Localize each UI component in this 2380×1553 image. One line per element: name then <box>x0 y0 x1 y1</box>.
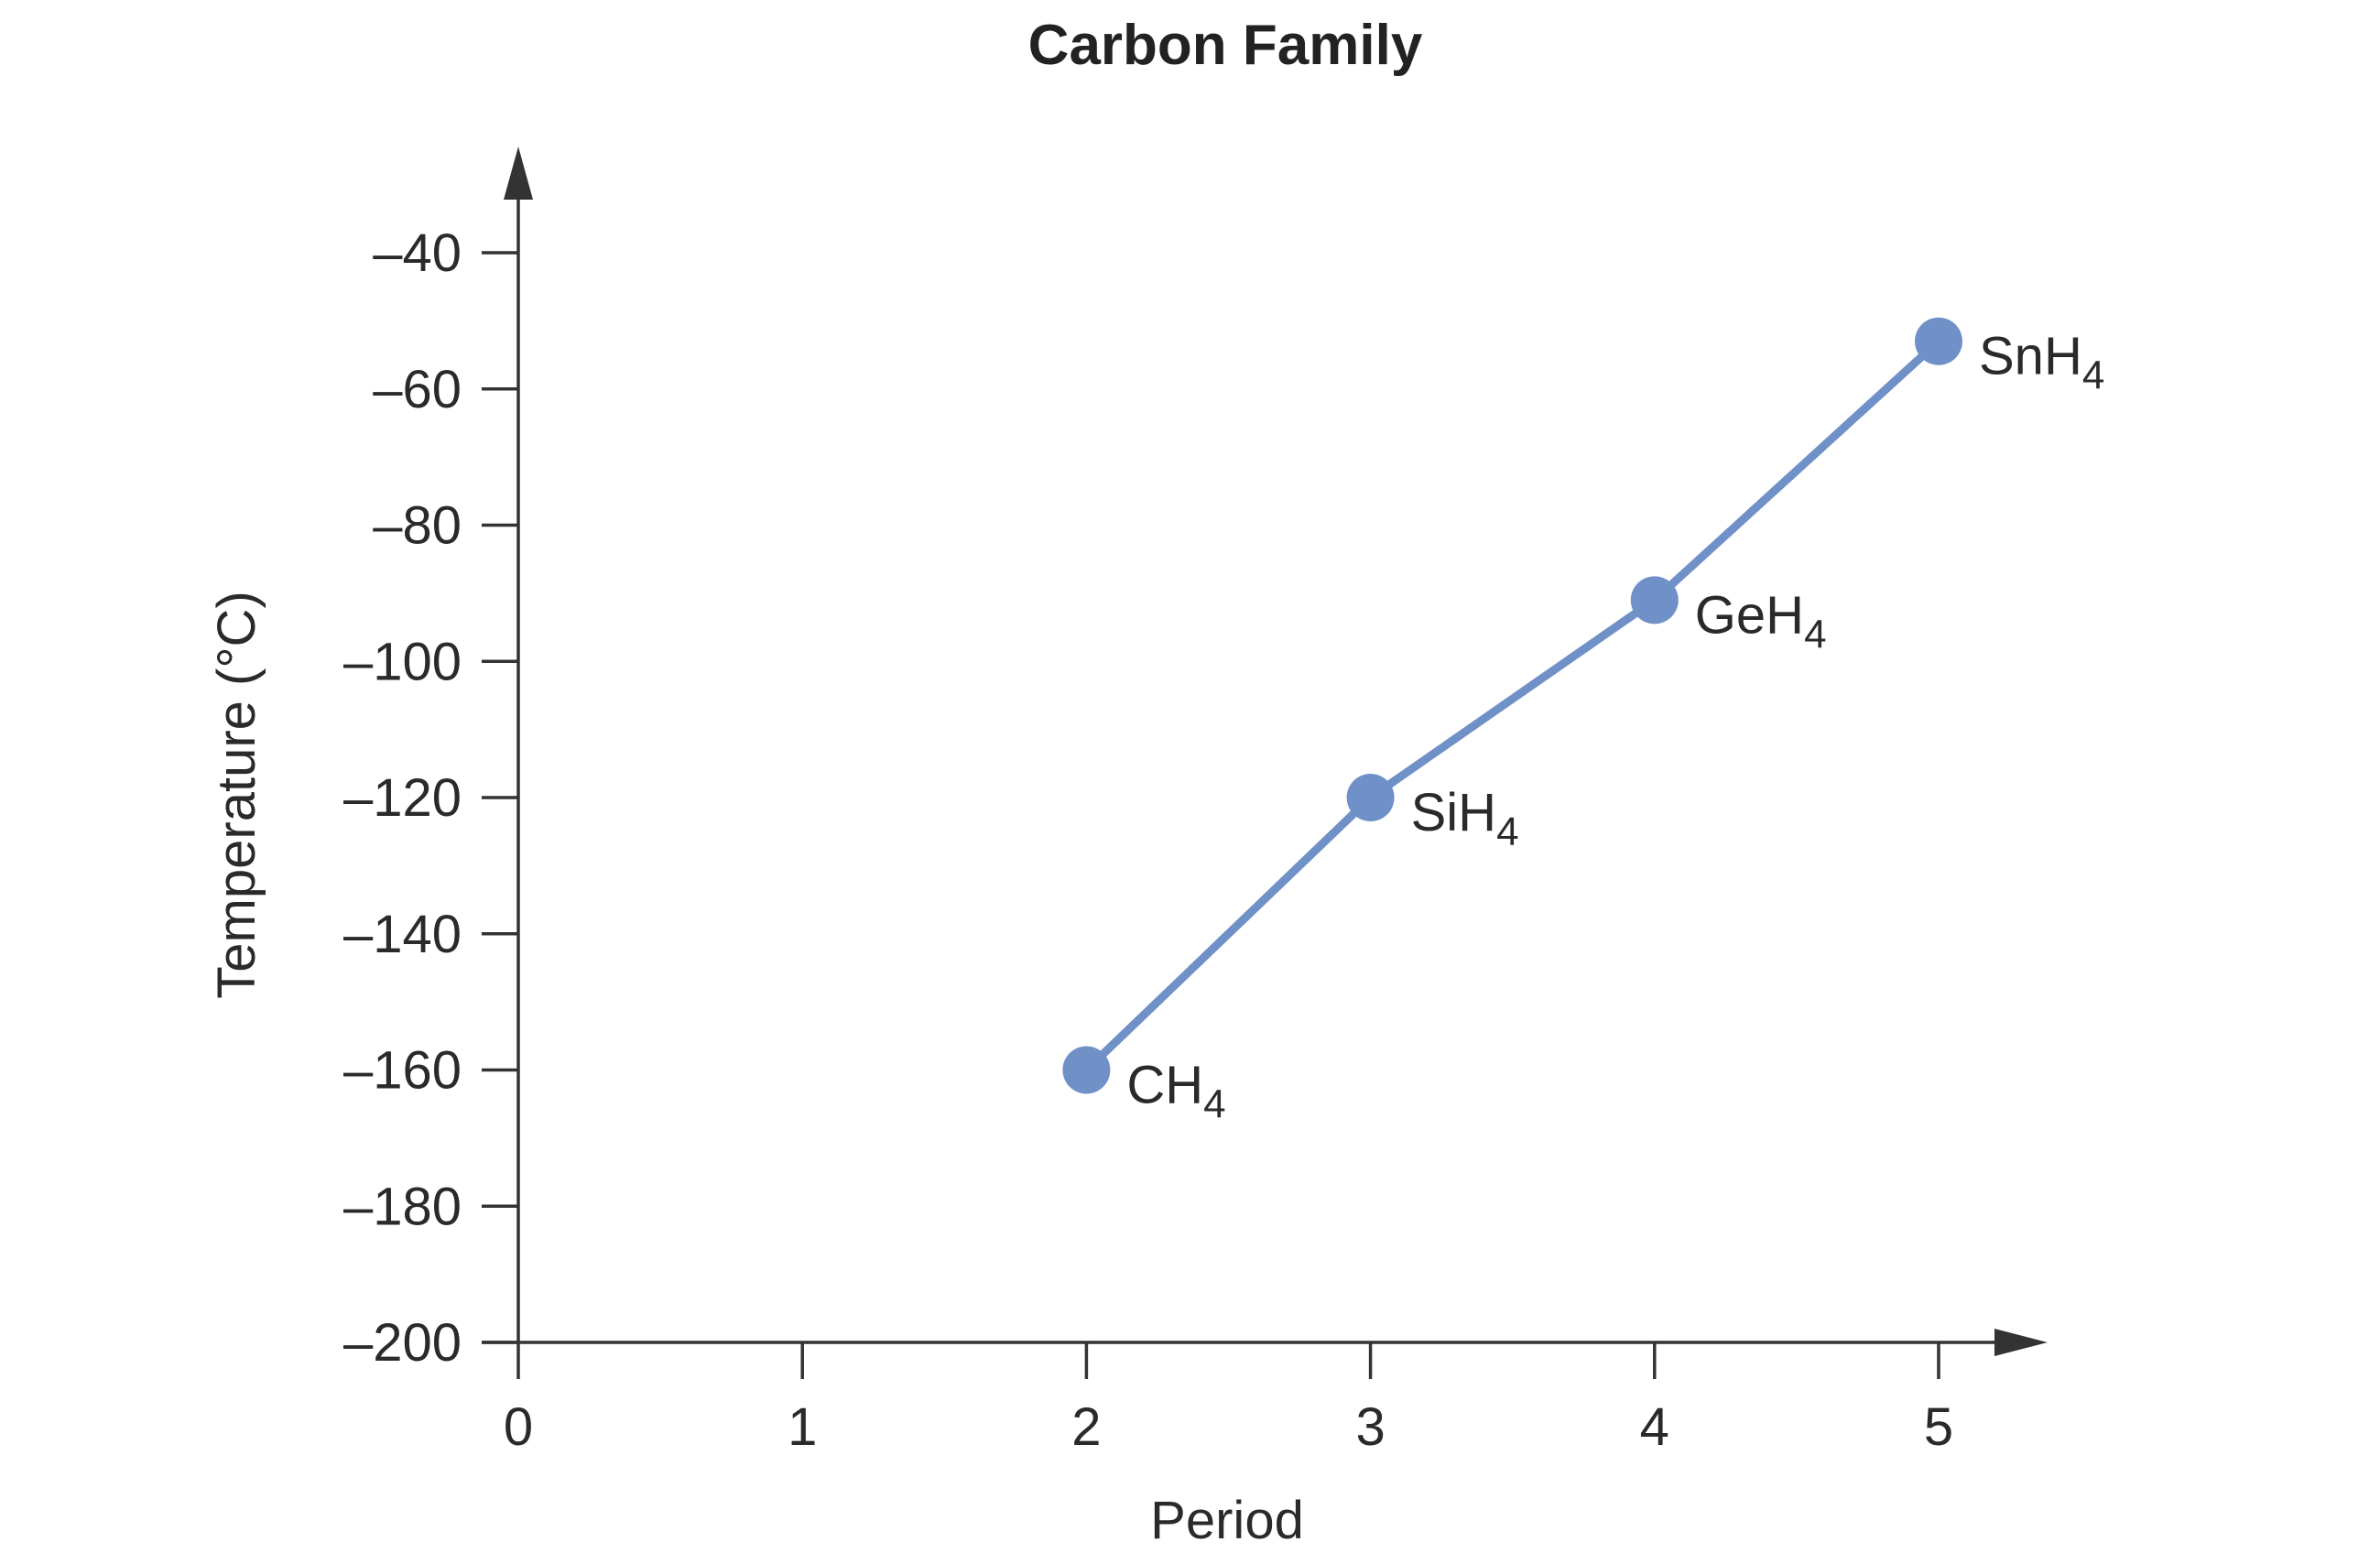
y-tick-label: –100 <box>343 632 462 691</box>
x-tick-label: 1 <box>788 1397 817 1457</box>
chart-title: Carbon Family <box>1028 14 1423 77</box>
data-point-label: SnH4 <box>1979 327 2104 398</box>
y-tick-label: –40 <box>373 223 462 283</box>
x-tick-label: 3 <box>1355 1397 1385 1457</box>
y-tick-label: –60 <box>373 360 462 419</box>
series: CH4 SiH4 GeH4 SnH4 <box>1062 317 2104 1127</box>
y-tick-label: –120 <box>343 768 462 828</box>
x-tick-label: 0 <box>504 1397 533 1457</box>
y-ticks: –200 –180 –160 –140 –120 –100 –80 –60 –40 <box>343 223 518 1373</box>
y-tick-label: –180 <box>343 1177 462 1236</box>
data-point <box>1915 317 1962 365</box>
x-axis-label: Period <box>1150 1491 1304 1550</box>
data-point <box>1062 1046 1111 1094</box>
data-point-label: GeH4 <box>1695 585 1827 657</box>
data-point <box>1630 576 1679 624</box>
y-tick-label: –200 <box>343 1313 462 1373</box>
data-point <box>1346 774 1395 821</box>
y-axis-label: Temperature (°C) <box>207 591 266 998</box>
series-line <box>1081 337 1943 1074</box>
x-axis-arrow <box>1994 1329 2048 1356</box>
x-tick-label: 5 <box>1924 1397 1953 1457</box>
y-axis-arrow <box>504 147 533 200</box>
x-tick-label: 4 <box>1640 1397 1669 1457</box>
data-point-label: CH4 <box>1126 1056 1225 1127</box>
x-tick-label: 2 <box>1071 1397 1101 1457</box>
y-tick-label: –140 <box>343 905 462 964</box>
data-point-label: SiH4 <box>1411 783 1519 854</box>
x-ticks: 0 1 2 3 4 5 <box>504 1342 1953 1457</box>
y-tick-label: –80 <box>373 496 462 556</box>
axes <box>482 147 2048 1356</box>
y-tick-label: –160 <box>343 1041 462 1101</box>
